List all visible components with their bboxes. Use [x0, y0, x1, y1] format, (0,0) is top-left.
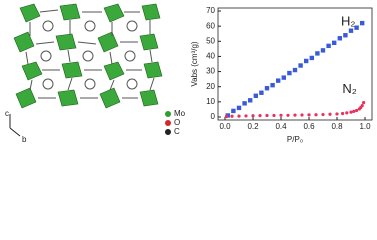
- point: [304, 58, 309, 64]
- point: [362, 100, 366, 105]
- series-label: N₂: [342, 81, 356, 96]
- series-label: H₂: [341, 13, 355, 28]
- point: [343, 33, 348, 38]
- y-axis-label: Vabs (cm³/g): [190, 41, 199, 87]
- point: [332, 40, 337, 46]
- point: [320, 48, 326, 53]
- point: [355, 108, 359, 113]
- point: [321, 112, 325, 117]
- point: [315, 51, 320, 56]
- x-tick-label: 1.0: [359, 122, 371, 131]
- point: [258, 114, 262, 118]
- point: [300, 113, 304, 117]
- point: [251, 114, 255, 118]
- point: [349, 110, 353, 114]
- plot-frame: [217, 7, 373, 121]
- point: [253, 93, 258, 98]
- point: [352, 109, 356, 113]
- point: [292, 67, 298, 73]
- point: [279, 113, 283, 117]
- point: [248, 98, 253, 103]
- point: [276, 78, 281, 83]
- y-tick-label: 20: [206, 82, 215, 91]
- axis-label: b: [22, 135, 27, 144]
- point: [237, 114, 241, 118]
- point: [341, 111, 345, 116]
- point: [345, 111, 349, 115]
- point: [270, 82, 275, 88]
- legend-label: Mo: [174, 109, 186, 118]
- point: [309, 55, 314, 61]
- point: [298, 63, 303, 68]
- legend-dot: [165, 111, 171, 117]
- point: [307, 113, 311, 117]
- y-tick-label: 40: [206, 52, 215, 61]
- point: [354, 25, 359, 30]
- x-tick-label: 0.2: [247, 122, 259, 131]
- point: [225, 113, 230, 118]
- crystal-structure: c b: [5, 3, 163, 144]
- point: [337, 36, 342, 41]
- point: [348, 28, 354, 33]
- point: [360, 104, 364, 108]
- x-axis-label: P/P₀: [287, 135, 303, 144]
- point: [231, 108, 236, 114]
- legend-dot: [165, 120, 171, 126]
- y-tick-label: 10: [206, 97, 215, 106]
- point: [360, 20, 365, 26]
- point: [314, 113, 318, 117]
- y-tick-label: 60: [206, 21, 215, 30]
- point: [230, 114, 234, 118]
- point: [293, 113, 297, 117]
- point: [328, 112, 332, 116]
- point: [244, 114, 248, 118]
- axis-label: c: [5, 109, 9, 118]
- y-tick-label: 70: [206, 6, 215, 15]
- y-tick-label: 0: [211, 112, 216, 121]
- x-tick-label: 0.0: [219, 122, 231, 131]
- point: [326, 43, 331, 49]
- point: [281, 75, 286, 80]
- point: [286, 113, 290, 117]
- y-tick-label: 50: [206, 36, 215, 45]
- point: [264, 86, 270, 91]
- point: [335, 112, 339, 116]
- point: [259, 90, 264, 95]
- point: [224, 114, 228, 119]
- x-tick-label: 0.4: [275, 122, 287, 131]
- legend-dot: [165, 129, 171, 135]
- y-tick-label: 30: [206, 67, 215, 76]
- legend-label: C: [174, 127, 180, 136]
- legend-label: O: [174, 118, 180, 127]
- point: [236, 105, 242, 111]
- x-tick-label: 0.8: [331, 122, 343, 131]
- point: [242, 101, 247, 106]
- axis-glyph: [9, 114, 21, 137]
- point: [265, 113, 269, 118]
- point: [272, 113, 276, 118]
- point: [287, 70, 292, 76]
- x-tick-label: 0.6: [303, 122, 315, 131]
